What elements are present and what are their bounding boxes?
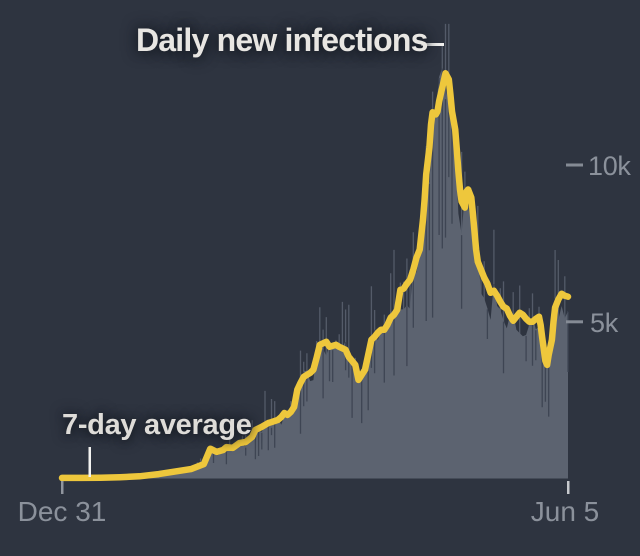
average-line xyxy=(58,70,572,482)
y-axis-label-10k: 10k xyxy=(588,151,631,181)
annotation-pointer-lines xyxy=(88,43,444,477)
y-axis-label-5k: 5k xyxy=(590,308,618,338)
x-axis-label-start: Dec 31 xyxy=(17,496,107,527)
average-line-label: 7-day average xyxy=(62,409,252,441)
axis-ticks xyxy=(61,163,583,494)
chart-title: Daily new infections xyxy=(136,22,428,58)
x-axis-label-end: Jun 5 xyxy=(530,496,600,527)
daily-bars-area xyxy=(62,67,568,479)
daily-low-whiskers xyxy=(212,68,569,465)
